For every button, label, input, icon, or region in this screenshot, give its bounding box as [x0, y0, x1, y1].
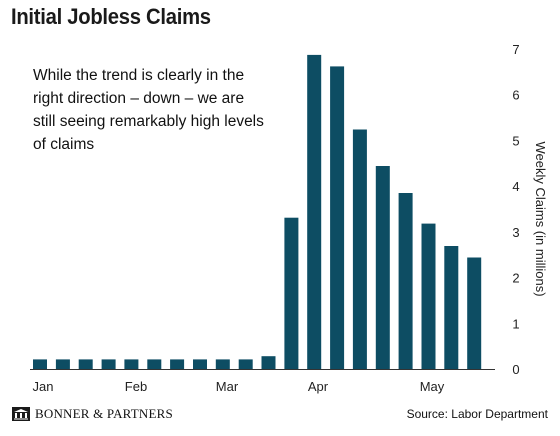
y-tick-label: 0	[512, 362, 519, 377]
bar	[147, 359, 162, 369]
bar	[444, 246, 459, 369]
x-tick-label: Jan	[33, 379, 54, 394]
building-columns-icon	[12, 407, 30, 421]
brand-name: BONNER & PARTNERS	[35, 406, 173, 421]
y-tick-label: 3	[512, 225, 519, 240]
bar	[124, 359, 139, 369]
y-tick-label: 7	[512, 42, 519, 57]
x-tick-label: Apr	[308, 379, 329, 394]
y-axis-label: Weekly Claims (in millions)	[533, 141, 548, 296]
bar	[55, 359, 70, 369]
bar	[238, 359, 253, 369]
bar	[261, 356, 276, 369]
source-note: Source: Labor Department	[406, 407, 548, 421]
bar	[215, 359, 230, 369]
bar	[352, 129, 367, 369]
y-tick-label: 5	[512, 133, 519, 148]
bar	[284, 217, 299, 369]
bar	[193, 359, 207, 369]
bars-group	[33, 54, 482, 370]
y-tick-label: 4	[512, 179, 519, 194]
y-tick-label: 1	[512, 316, 519, 331]
y-tick-label: 6	[512, 88, 519, 103]
x-tick-label: May	[420, 379, 445, 394]
x-tick-labels: Jan Feb Mar Apr May	[33, 379, 445, 394]
bar	[307, 54, 322, 370]
y-tick-label: 2	[512, 271, 519, 286]
y-tick-labels: 0 1 2 3 4 5 6 7	[512, 42, 519, 377]
brand-logo: BONNER & PARTNERS	[12, 406, 173, 422]
x-tick-label: Feb	[125, 379, 147, 394]
bar	[33, 359, 47, 369]
bar	[330, 66, 345, 370]
bar	[375, 166, 390, 369]
chart-title: Initial Jobless Claims	[11, 4, 211, 29]
bar	[398, 193, 413, 369]
bar	[101, 359, 116, 369]
bar	[467, 257, 482, 369]
x-tick-label: Mar	[216, 379, 239, 394]
bar	[421, 223, 436, 369]
chart-annotation: While the trend is clearly in the right …	[33, 67, 264, 153]
bar	[78, 359, 93, 369]
bar	[170, 359, 185, 369]
